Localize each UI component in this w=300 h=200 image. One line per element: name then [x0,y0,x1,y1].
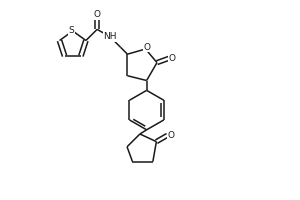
Text: O: O [94,10,100,19]
Text: O: O [167,131,174,140]
Text: NH: NH [103,32,117,41]
Text: S: S [69,26,75,35]
Text: O: O [169,54,176,63]
Text: O: O [143,43,150,52]
